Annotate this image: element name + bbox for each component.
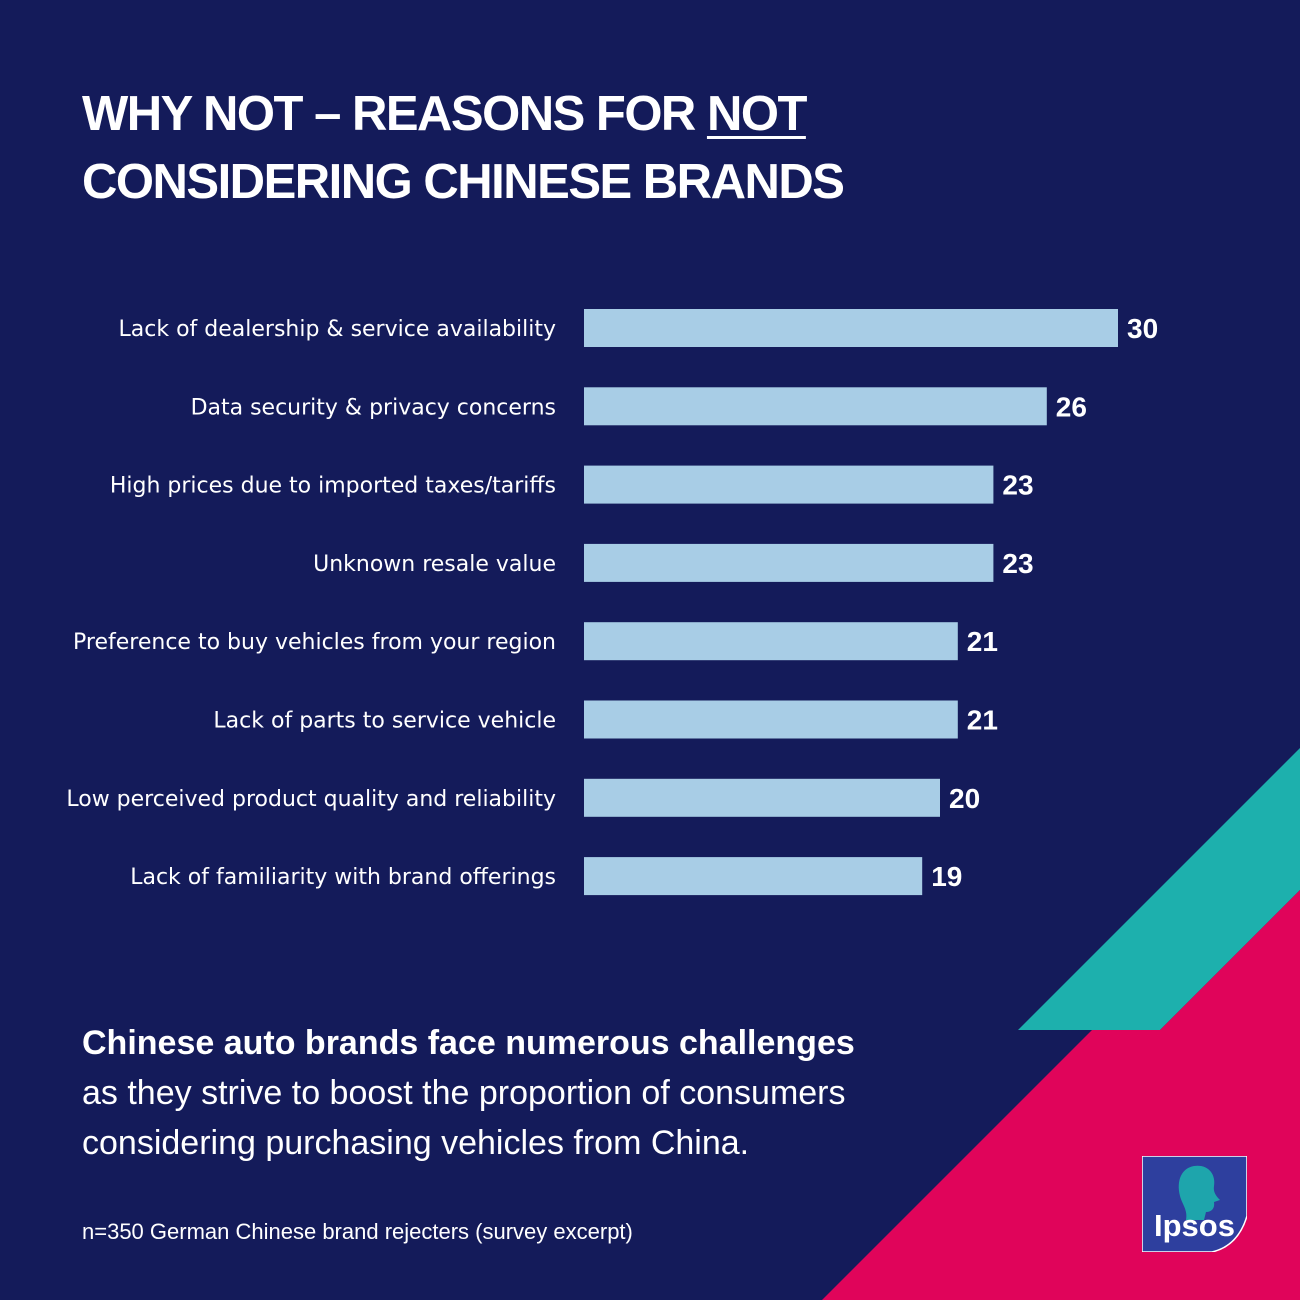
category-label: Lack of familiarity with brand offerings — [130, 865, 556, 890]
ipsos-logo: Ipsos — [1142, 1156, 1247, 1252]
bar — [584, 778, 940, 817]
title-line1-prefix: WHY NOT – REASONS FOR — [82, 87, 707, 141]
logo-head-silhouette — [1178, 1165, 1220, 1220]
category-label: Lack of dealership & service availabilit… — [119, 317, 557, 342]
bar — [584, 543, 994, 582]
page-title: WHY NOT – REASONS FOR NOT CONSIDERING CH… — [82, 80, 982, 216]
bar — [584, 309, 1118, 347]
category-label: Preference to buy vehicles from your reg… — [73, 630, 556, 655]
bar — [584, 387, 1047, 426]
bar — [584, 465, 994, 504]
category-label: High prices due to imported taxes/tariff… — [110, 474, 556, 499]
bar — [584, 622, 958, 661]
bar-chart: Lack of dealership & service availabilit… — [66, 309, 1158, 896]
summary-body: as they strive to boost the proportion o… — [82, 1074, 846, 1162]
summary-text: Chinese auto brands face numerous challe… — [82, 1018, 982, 1168]
value-label: 23 — [1002, 470, 1033, 501]
value-label: 21 — [967, 626, 998, 657]
value-label: 20 — [949, 783, 980, 814]
category-label: Low perceived product quality and reliab… — [66, 787, 556, 812]
bar — [584, 700, 958, 739]
value-label: 21 — [967, 705, 998, 736]
category-label: Unknown resale value — [313, 552, 556, 577]
teal-triangle — [1018, 748, 1300, 1030]
value-label: 30 — [1127, 313, 1158, 344]
bar — [584, 857, 923, 896]
value-label: 23 — [1002, 548, 1033, 579]
sample-footnote: n=350 German Chinese brand rejecters (su… — [82, 1219, 633, 1244]
title-line1-emphasis: NOT — [706, 87, 807, 141]
value-label: 26 — [1056, 391, 1087, 422]
logo-wordmark: Ipsos — [1154, 1208, 1235, 1243]
value-label: 19 — [931, 861, 962, 892]
category-label: Lack of parts to service vehicle — [213, 709, 556, 734]
title-line2: CONSIDERING CHINESE BRANDS — [82, 155, 845, 209]
category-label: Data security & privacy concerns — [191, 395, 556, 420]
summary-headline: Chinese auto brands face numerous challe… — [82, 1024, 855, 1062]
